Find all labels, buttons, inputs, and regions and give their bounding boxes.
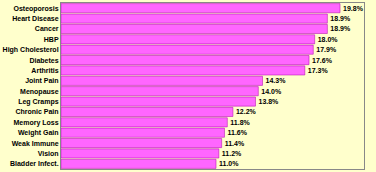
svg-text:Memory Loss: Memory Loss [13,119,58,127]
svg-text:18.9%: 18.9% [330,25,351,32]
svg-text:18.9%: 18.9% [330,15,351,22]
svg-text:Menopause: Menopause [20,88,59,96]
svg-text:17.6%: 17.6% [312,57,333,64]
svg-text:Leg Cramps: Leg Cramps [18,98,59,106]
svg-text:12.2%: 12.2% [236,108,257,115]
svg-text:11.6%: 11.6% [227,129,247,136]
svg-text:11.4%: 11.4% [225,140,245,147]
svg-text:Heart Disease: Heart Disease [12,15,58,22]
svg-text:18.0%: 18.0% [318,36,339,43]
svg-text:13.8%: 13.8% [258,98,279,105]
svg-text:19.8%: 19.8% [343,5,364,12]
svg-text:Arthritis: Arthritis [31,67,58,74]
svg-text:Diabetes: Diabetes [29,57,58,64]
svg-text:Cancer: Cancer [35,25,59,32]
svg-text:17.9%: 17.9% [316,46,337,53]
svg-text:Weak Immune: Weak Immune [12,140,59,147]
svg-text:Chronic Pain: Chronic Pain [15,108,58,115]
svg-text:11.8%: 11.8% [230,119,250,126]
svg-text:Joint Pain: Joint Pain [25,77,58,84]
svg-text:14.3%: 14.3% [266,77,287,84]
svg-text:HBP: HBP [44,36,59,43]
svg-text:14.0%: 14.0% [261,88,282,95]
svg-text:High Cholesterol: High Cholesterol [3,46,59,54]
svg-text:17.3%: 17.3% [308,67,329,74]
svg-text:Bladder Infect.: Bladder Infect. [10,160,59,167]
svg-text:11.2%: 11.2% [222,150,242,157]
svg-text:Vision: Vision [38,150,59,157]
svg-text:11.0%: 11.0% [219,160,239,167]
svg-text:Weight Gain: Weight Gain [18,129,59,137]
svg-text:Osteoporosis: Osteoporosis [13,5,58,13]
